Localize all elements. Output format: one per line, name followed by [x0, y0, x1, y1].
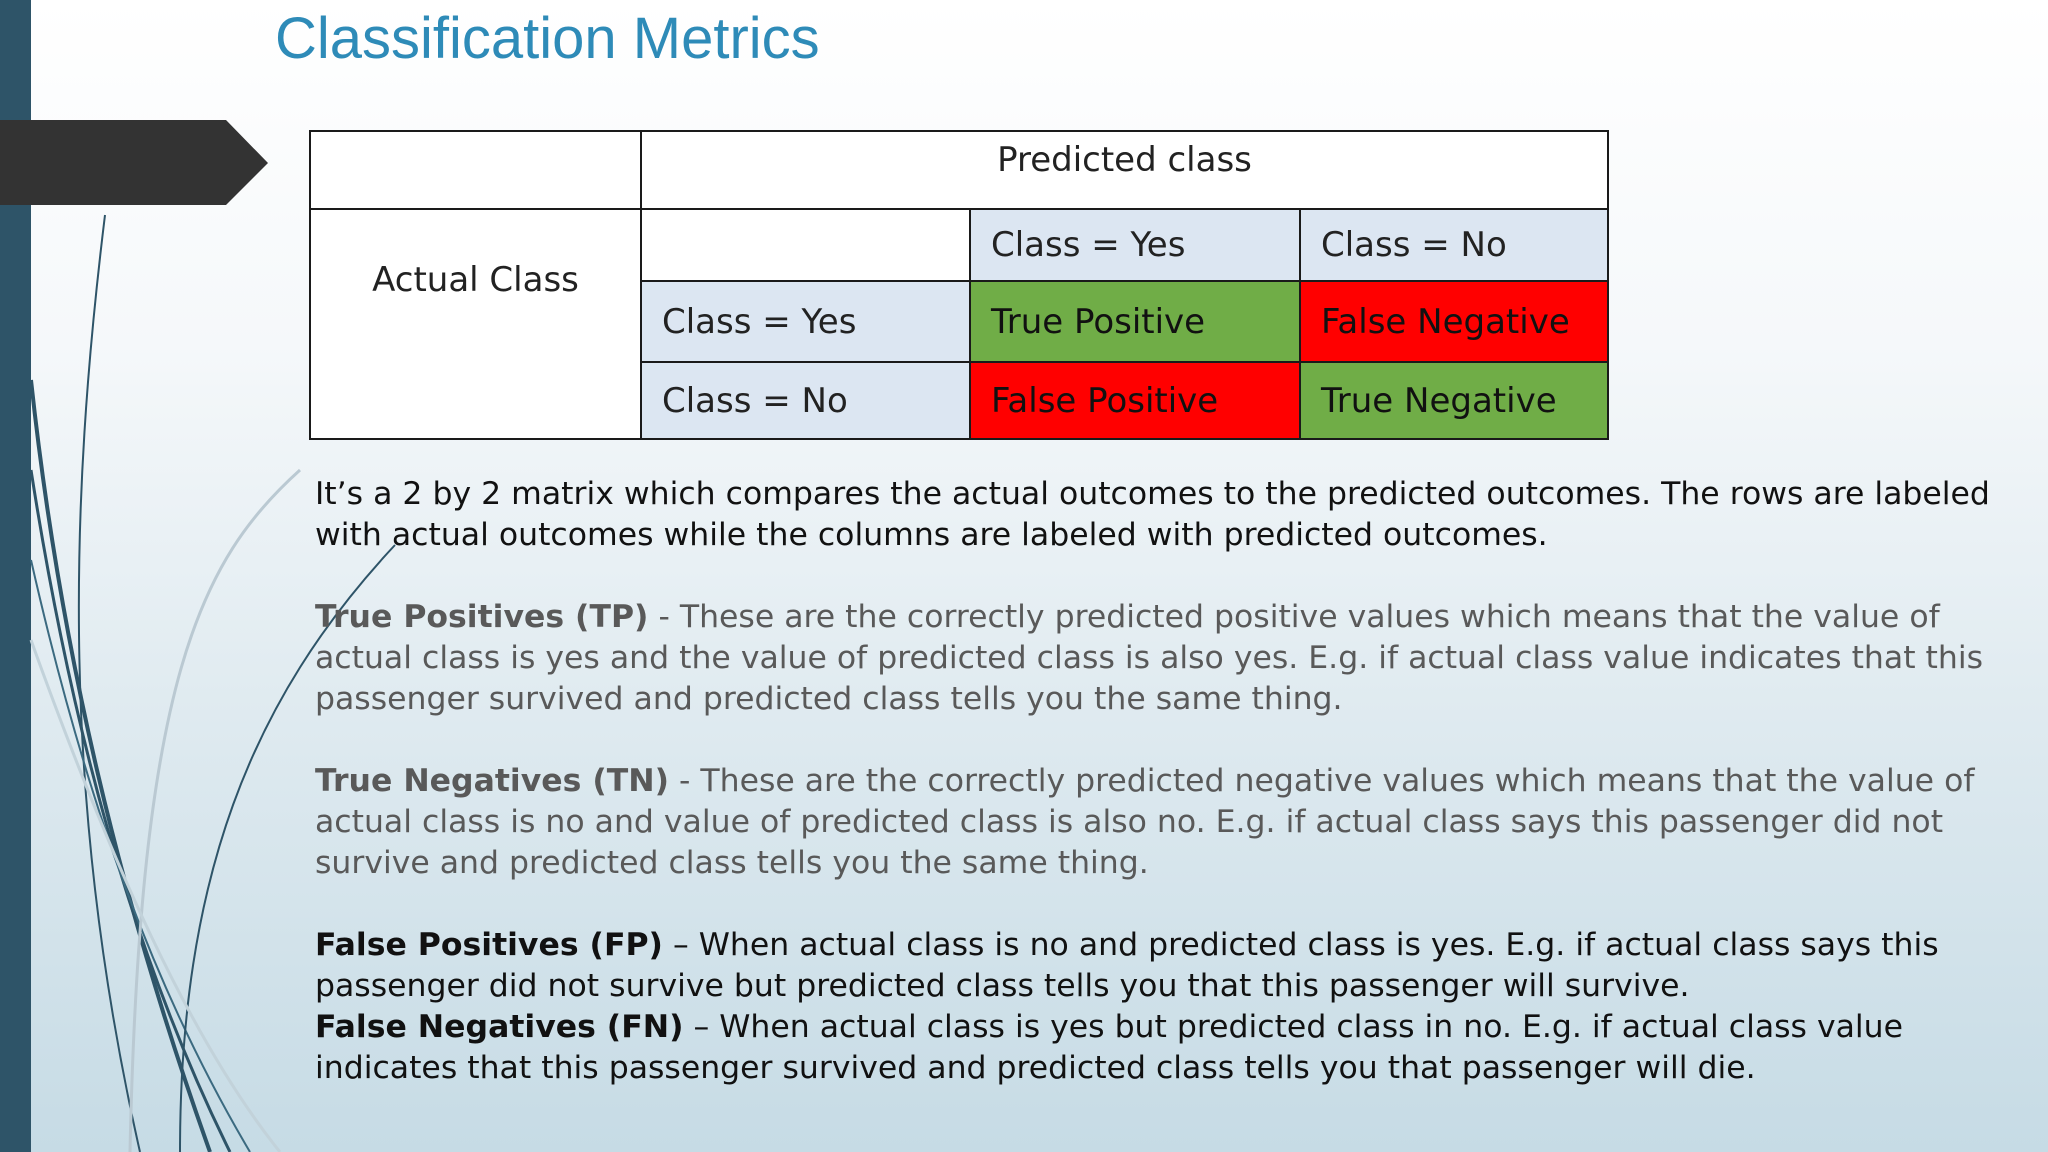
row-header-yes: Class = Yes: [640, 280, 971, 363]
fn-term: False Negatives (FN): [315, 1009, 684, 1045]
slide-title: Classification Metrics: [275, 6, 820, 71]
true-negative-cell: True Negative: [1299, 361, 1609, 440]
fp-description: – When actual class is no and predicted …: [315, 927, 1939, 1004]
matrix-blank-cell: [640, 208, 971, 282]
false-negative-cell: False Negative: [1299, 280, 1609, 363]
true-positive-cell: True Positive: [969, 280, 1301, 363]
fp-term: False Positives (FP): [315, 927, 663, 963]
explanation-text: It’s a 2 by 2 matrix which compares the …: [315, 474, 2035, 1089]
tp-paragraph: True Positives (TP) - These are the corr…: [315, 597, 2035, 720]
fn-description: – When actual class is yes but predicted…: [315, 1009, 1904, 1086]
col-header-yes: Class = Yes: [969, 208, 1301, 282]
confusion-matrix-table: Predicted class Actual Class Class = Yes…: [309, 130, 1609, 440]
fn-paragraph: False Negatives (FN) – When actual class…: [315, 1007, 2035, 1089]
tn-paragraph: True Negatives (TN) - These are the corr…: [315, 761, 2035, 884]
tp-description: - These are the correctly predicted posi…: [315, 599, 1984, 717]
col-header-no: Class = No: [1299, 208, 1609, 282]
row-header-no: Class = No: [640, 361, 971, 440]
actual-class-header: Actual Class: [309, 208, 642, 440]
fp-paragraph: False Positives (FP) – When actual class…: [315, 925, 2035, 1007]
arrow-tab-shape: [0, 120, 268, 205]
predicted-class-header: Predicted class: [640, 130, 1609, 210]
intro-paragraph: It’s a 2 by 2 matrix which compares the …: [315, 476, 1990, 553]
matrix-corner-cell: [309, 130, 642, 210]
tp-term: True Positives (TP): [315, 599, 649, 635]
tn-term: True Negatives (TN): [315, 763, 669, 799]
false-positive-cell: False Positive: [969, 361, 1301, 440]
tn-description: - These are the correctly predicted nega…: [315, 763, 1975, 881]
